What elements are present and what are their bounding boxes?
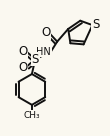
Text: HN: HN [36,47,51,57]
Text: O: O [41,26,50,39]
Text: CH₃: CH₃ [24,111,40,120]
Text: S: S [31,53,39,66]
Text: O: O [18,61,27,74]
Text: S: S [92,18,99,31]
Text: O: O [18,45,27,58]
